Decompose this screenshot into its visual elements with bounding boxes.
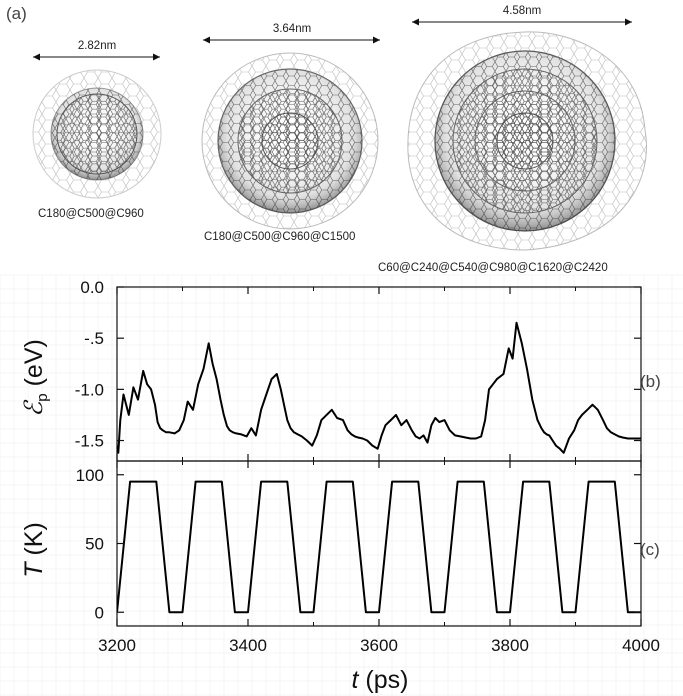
svg-text:T (K): T (K) [20,522,48,578]
x-tick-label: 3800 [491,636,529,655]
x-tick-label: 4000 [622,636,660,655]
y-axis-label-b: ℰp (eV) [20,339,51,417]
y-tick-label-b: -1.5 [75,432,104,451]
y-tick-label-c: 100 [76,466,104,485]
y-tick-label-b: 0.0 [80,278,104,297]
y-axis-label-c: T (K) [20,522,48,578]
x-axis-label: t (ps) [352,666,409,694]
series-line-b [117,323,641,453]
y-tick-label-b: -.5 [84,329,104,348]
series-line-c [117,482,641,613]
panel-b-tag: (b) [640,372,661,392]
x-tick-label: 3600 [360,636,398,655]
y-tick-label-c: 50 [85,535,104,554]
panel-c-tag: (c) [640,540,660,560]
x-tick-label: 3400 [229,636,267,655]
ticks-layer: 0.0 -.5 -1.0 -1.5 3200 3400 3600 3800 4000 0 50 100 [75,278,660,655]
x-tick-label: 3200 [98,636,136,655]
plot-frame-b [117,287,641,461]
y-tick-label-c: 0 [95,603,104,622]
svg-text:ℰp (eV): ℰp (eV) [20,339,51,417]
y-tick-label-b: -1.0 [75,380,104,399]
